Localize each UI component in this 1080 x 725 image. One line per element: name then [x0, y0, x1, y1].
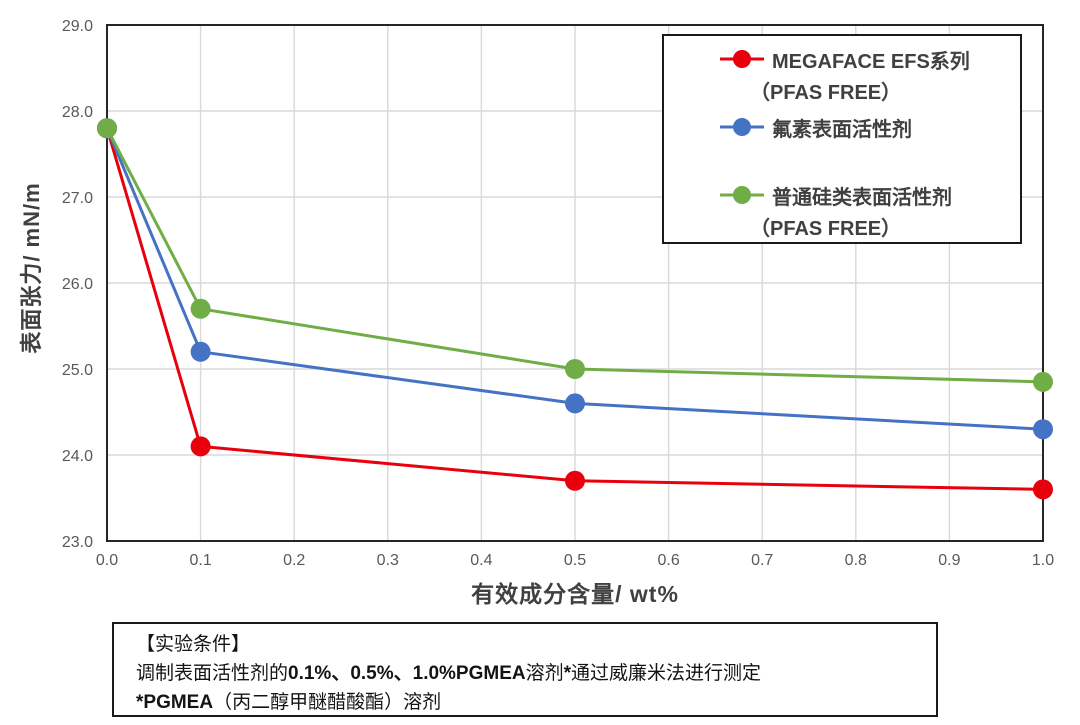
legend-marker-icon-red	[720, 50, 764, 68]
x-tick-label-0.0: 0.0	[96, 552, 118, 569]
note-seg: *	[563, 663, 572, 684]
note-seg: 溶剂	[525, 663, 564, 684]
series-marker-2-0	[97, 118, 117, 139]
legend-entry-megaface: MEGAFACE EFS系列 （PFAS FREE）	[720, 42, 1020, 110]
y-tick-label-29.0: 29.0	[62, 18, 93, 35]
note-seg: 调制表面活性剂的	[136, 663, 289, 684]
series-marker-0-1	[190, 436, 211, 457]
series-line-0	[105, 126, 1045, 491]
legend-marker-icon-blue	[720, 118, 764, 136]
x-tick-label-0.9: 0.9	[938, 552, 960, 569]
series-marker-0-2	[565, 470, 585, 491]
note-box: 【实验条件】 调制表面活性剂的0.1%、0.5%、1.0%PGMEA溶剂*通过威…	[112, 622, 938, 717]
legend-entry-label: MEGAFACE EFS系列	[772, 50, 970, 73]
series-line-1	[105, 126, 1045, 431]
legend-entry-label: 普通硅类表面活性剂	[772, 186, 952, 209]
y-tick-label-27.0: 27.0	[62, 190, 93, 207]
x-axis-title: 有效成分含量/ wt%	[471, 581, 679, 607]
x-tick-label-0.7: 0.7	[751, 552, 773, 569]
series-marker-1-3	[1033, 419, 1053, 440]
x-tick-label-0.1: 0.1	[189, 552, 211, 569]
x-tick-label-1.0: 1.0	[1032, 552, 1054, 569]
x-tick-label-0.6: 0.6	[657, 552, 679, 569]
note-seg: 通过威廉米法进行测定	[571, 663, 762, 684]
legend-entry-label: 氟素表面活性剂	[772, 118, 912, 141]
legend-entry-fluorine: 氟素表面活性剂	[720, 110, 1020, 144]
x-tick-label-0.2: 0.2	[283, 552, 305, 569]
legend-spacer	[720, 144, 1020, 178]
legend-entry-silicone: 普通硅类表面活性剂 （PFAS FREE）	[720, 178, 1020, 246]
y-tick-label-28.0: 28.0	[62, 104, 93, 121]
note-seg: 0.1%、0.5%、1.0%PGMEA	[288, 663, 526, 684]
x-tick-label-0.4: 0.4	[470, 552, 492, 569]
note-line-3: *PGMEA（丙二醇甲醚醋酸酯）溶剂	[136, 688, 922, 717]
series-marker-1-1	[190, 341, 211, 362]
plot-border	[106, 24, 1044, 542]
series-marker-0-3	[1033, 479, 1053, 500]
y-tick-label-26.0: 26.0	[62, 276, 93, 293]
x-tick-label-0.5: 0.5	[564, 552, 586, 569]
note-seg: *PGMEA	[136, 692, 214, 713]
y-tick-label-23.0: 23.0	[62, 534, 93, 551]
series-marker-2-3	[1033, 371, 1053, 392]
y-tick-label-25.0: 25.0	[62, 362, 93, 379]
legend-marker-icon-green	[720, 186, 764, 204]
y-axis-title: 表面张力/ mN/m	[19, 182, 44, 354]
x-tick-label-0.8: 0.8	[845, 552, 867, 569]
legend-entry-sublabel: （PFAS FREE）	[750, 82, 902, 104]
series-marker-2-2	[565, 359, 585, 379]
note-line-2: 调制表面活性剂的0.1%、0.5%、1.0%PGMEA溶剂*通过威廉米法进行测定	[136, 659, 922, 688]
note-seg: （丙二醇甲醚醋酸酯）溶剂	[213, 692, 442, 713]
series-line-2	[105, 126, 1045, 384]
y-tick-label-24.0: 24.0	[62, 448, 93, 465]
note-title: 【实验条件】	[136, 634, 251, 655]
x-tick-label-0.3: 0.3	[377, 552, 399, 569]
series-marker-1-2	[565, 393, 585, 414]
legend: MEGAFACE EFS系列 （PFAS FREE） 氟素表面活性剂 普通硅类表…	[662, 34, 1022, 244]
legend-entry-sublabel: （PFAS FREE）	[750, 218, 902, 240]
series-marker-2-1	[190, 298, 211, 319]
